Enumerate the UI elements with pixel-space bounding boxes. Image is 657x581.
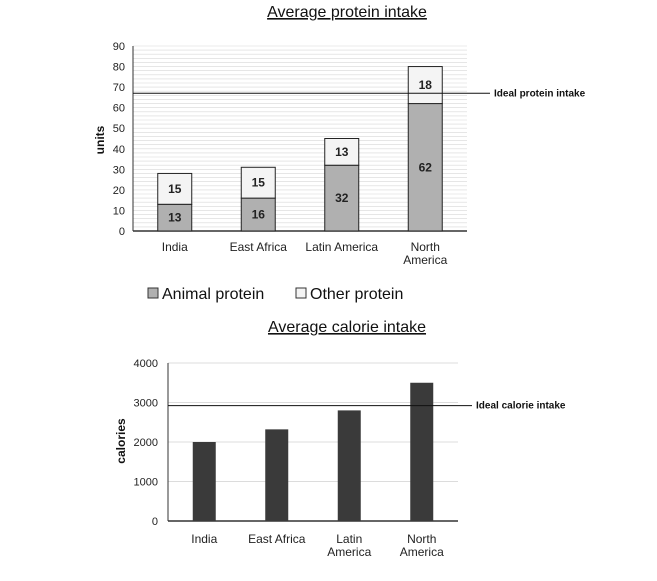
data-label-east-africa-animal-protein: 16 <box>252 208 266 222</box>
data-label-north-america-animal-protein: 62 <box>419 160 433 174</box>
bar-calories-north-america <box>410 382 434 521</box>
y-tick-label: 90 <box>113 41 125 53</box>
calorie-y-axis-label: calories <box>114 418 128 464</box>
bar-east-africa-other-protein <box>240 166 276 199</box>
data-label-east-africa-other-protein: 15 <box>252 176 266 190</box>
calorie-chart-title: Average calorie intake <box>268 319 426 336</box>
y-tick-label: 0 <box>152 516 158 528</box>
y-tick-label: 40 <box>113 144 125 156</box>
bar-latin-america-animal-protein <box>324 164 360 232</box>
x-tick-label-north-america: North America <box>400 532 444 559</box>
x-tick-label-india: India <box>162 240 188 254</box>
bar-calories-latin-america <box>337 410 361 521</box>
y-tick-label: 4000 <box>134 358 158 370</box>
bar-north-america-animal-protein <box>407 103 443 232</box>
x-tick-label-east-africa: East Africa <box>230 240 288 254</box>
y-tick-label: 70 <box>113 82 125 94</box>
bar-east-africa-animal-protein <box>240 197 276 232</box>
x-tick-label-north-america: North America <box>403 240 447 267</box>
bar-north-america-other-protein <box>407 66 443 105</box>
calorie-chart-plot: 0 1000 2000 3000 4000 India East Africa Latin Am… <box>134 358 566 559</box>
ideal-calorie-label: Ideal calorie intake <box>476 401 566 412</box>
x-tick-label-latin-america: Latin America <box>327 532 371 559</box>
data-label-india-animal-protein: 13 <box>168 211 182 225</box>
y-tick-label: 50 <box>113 123 125 135</box>
x-tick-label-east-africa: East Africa <box>248 532 306 546</box>
data-label-latin-america-other-protein: 13 <box>335 145 349 159</box>
protein-chart-plot: 0 10 20 30 40 50 60 70 80 90 13 15 India 16 15 East Afr… <box>113 41 586 267</box>
x-tick-label-latin-america: Latin America <box>305 240 378 254</box>
legend-swatch-animal-protein <box>147 287 159 299</box>
y-tick-label: 60 <box>113 103 125 115</box>
data-label-north-america-other-protein: 18 <box>419 78 433 92</box>
y-tick-label: 2000 <box>134 437 158 449</box>
ideal-protein-label: Ideal protein intake <box>494 88 586 99</box>
bar-india-other-protein <box>157 172 193 205</box>
bar-india-animal-protein <box>157 203 193 232</box>
y-tick-label: 0 <box>119 226 125 238</box>
legend-label-other-protein: Other protein <box>310 286 403 303</box>
bar-calories-east-africa <box>265 429 289 521</box>
y-tick-label: 3000 <box>134 398 158 410</box>
bar-calories-india <box>192 442 216 521</box>
y-tick-label: 80 <box>113 62 125 74</box>
y-tick-label: 1000 <box>134 477 158 489</box>
legend-label-animal-protein: Animal protein <box>162 286 264 303</box>
y-tick-label: 10 <box>113 205 125 217</box>
bar-latin-america-other-protein <box>324 138 360 166</box>
y-tick-label: 30 <box>113 164 125 176</box>
y-tick-label: 20 <box>113 185 125 197</box>
data-label-latin-america-animal-protein: 32 <box>335 191 349 205</box>
protein-y-axis-label: units <box>93 125 107 154</box>
x-tick-label-india: India <box>191 532 217 546</box>
legend-swatch-other-protein <box>295 287 307 299</box>
data-label-india-other-protein: 15 <box>168 182 182 196</box>
protein-chart-title: Average protein intake <box>267 4 427 21</box>
